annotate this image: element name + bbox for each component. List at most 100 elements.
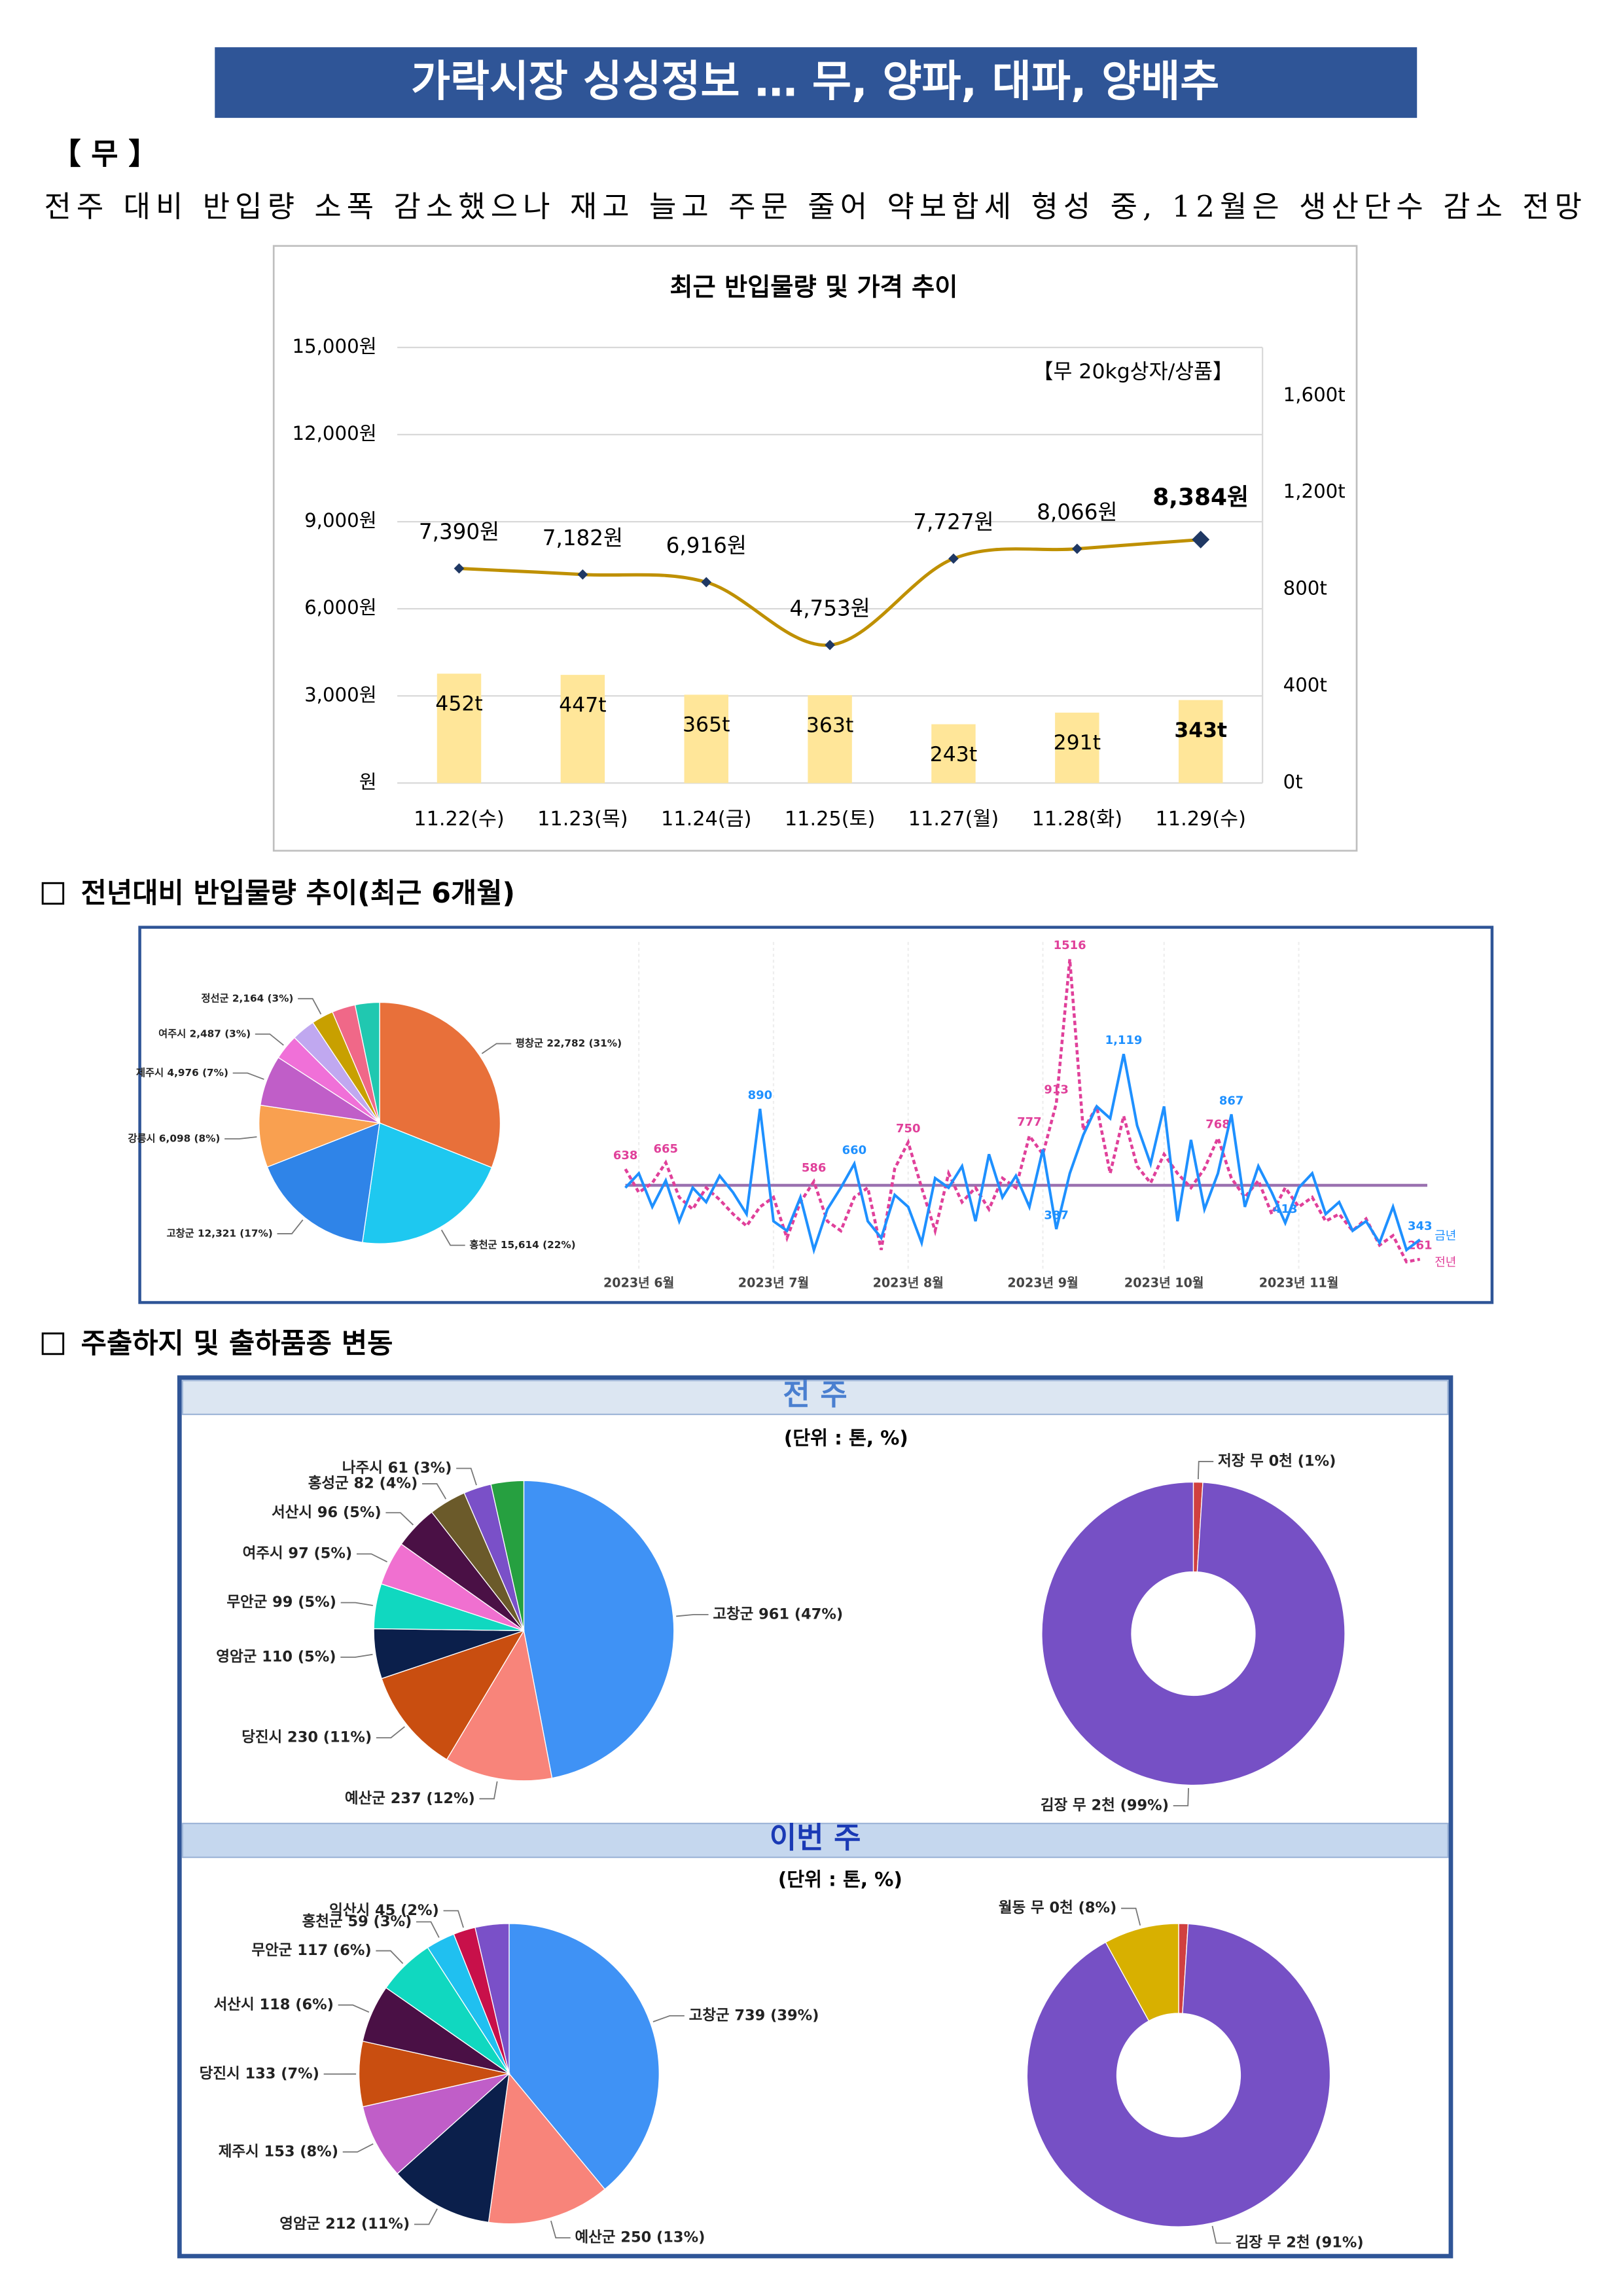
price-marker <box>454 563 465 574</box>
series-line <box>624 1054 1421 1255</box>
point-label: 413 <box>1273 1202 1298 1216</box>
slice-label: 홍천군 59 (3%) <box>302 1913 412 1930</box>
y2-tick-label: 1,600t <box>1283 384 1346 406</box>
bar <box>808 695 852 783</box>
point-label: 913 <box>1044 1083 1069 1096</box>
point-label: 638 <box>613 1149 638 1162</box>
slice-label: 고창군 739 (39%) <box>689 2007 819 2024</box>
leader-line <box>232 1072 264 1080</box>
leader-line <box>277 1219 304 1234</box>
x-tick-label: 2023년 7월 <box>738 1275 809 1290</box>
panel-title: 이번 주 <box>770 1820 861 1855</box>
x-tick-label: 11.24(금) <box>661 808 751 831</box>
leader-line <box>479 1781 498 1800</box>
leader-line <box>676 1613 709 1617</box>
y-tick-label: 원 <box>359 770 377 793</box>
price-marker <box>825 639 835 651</box>
bar-label: 291t <box>1054 731 1101 755</box>
slice-label: 서산시 118 (6%) <box>214 1996 334 2013</box>
y-tick-label: 9,000원 <box>304 509 377 531</box>
unit-label: (단위 : 톤, %) <box>784 1427 908 1449</box>
pie-slice <box>488 2072 606 2225</box>
point-label: 660 <box>842 1143 867 1157</box>
slice-label: 여주시 2,487 (3%) <box>158 1028 251 1039</box>
x-tick-label: 2023년 6월 <box>603 1275 674 1290</box>
series-line <box>624 959 1421 1264</box>
leader-line <box>385 1512 414 1526</box>
leader-line <box>550 2220 571 2239</box>
pie-slice <box>523 1480 675 1779</box>
chart-title: 최근 반입물량 및 가격 추이 <box>669 273 957 302</box>
panel-header <box>181 1380 1449 1416</box>
pie-slice <box>354 1001 380 1123</box>
point-label: 261 <box>1408 1239 1433 1253</box>
leader-line <box>652 2015 685 2022</box>
leader-line <box>422 1483 447 1499</box>
legend-label: 전년 <box>1435 1255 1456 1269</box>
slice-label: 고창군 961 (47%) <box>713 1605 843 1623</box>
pie-slice <box>259 1104 382 1168</box>
pie-slice <box>358 2040 510 2108</box>
x-tick-label: 2023년 10월 <box>1124 1275 1204 1290</box>
point-label: 768 <box>1205 1117 1230 1131</box>
price-label: 7,727원 <box>913 510 993 535</box>
x-tick-label: 11.28(화) <box>1032 808 1122 831</box>
unit-label: (단위 : 톤, %) <box>778 1869 902 1891</box>
bar-label: 343t <box>1174 719 1227 742</box>
leader-line <box>1197 1461 1214 1480</box>
point-label: 1,119 <box>1105 1033 1143 1047</box>
pie-slice <box>379 1001 501 1168</box>
y2-tick-label: 0t <box>1283 770 1303 793</box>
slice-label: 김장 무 2천 (99%) <box>1041 1797 1169 1814</box>
x-tick-label: 2023년 9월 <box>1007 1275 1078 1290</box>
slice-label: 강릉시 6,098 (8%) <box>128 1133 220 1145</box>
price-label: 4,753원 <box>789 596 870 621</box>
slice-label: 김장 무 2천 (91%) <box>1236 2234 1364 2251</box>
x-tick-label: 11.27(월) <box>908 808 999 831</box>
leader-line <box>342 2143 374 2153</box>
point-label: 1516 <box>1054 939 1086 952</box>
y-tick-label: 15,000원 <box>292 335 376 357</box>
slice-label: 영암군 110 (5%) <box>216 1648 336 1665</box>
heading: 전년대비 반입물량 추이(최근 6개월) <box>81 877 515 910</box>
bar-label: 243t <box>930 743 977 766</box>
chart-annotation: 【무 20kg상자/상품】 <box>1033 360 1234 384</box>
slice-label: 당진시 133 (7%) <box>200 2065 319 2082</box>
slice-label: 나주시 61 (3%) <box>342 1460 452 1477</box>
slice-label: 예산군 250 (13%) <box>575 2229 705 2246</box>
leader-line <box>443 1910 464 1928</box>
slice-label: 홍천군 15,614 (22%) <box>469 1239 575 1251</box>
x-tick-label: 11.22(수) <box>414 808 504 831</box>
x-tick-label: 2023년 11월 <box>1259 1275 1339 1290</box>
slice-label: 무안군 99 (5%) <box>226 1594 336 1611</box>
pie-slice <box>474 1923 510 2074</box>
donut-slice <box>1105 1923 1179 2022</box>
price-label: 8,384원 <box>1152 484 1249 511</box>
leader-line <box>414 2208 438 2225</box>
pie-slice <box>446 1629 553 1782</box>
y-tick-label: 12,000원 <box>292 422 376 444</box>
bar-label: 447t <box>559 693 606 717</box>
bar <box>931 724 976 783</box>
leader-line <box>1121 1907 1141 1926</box>
title-banner <box>215 47 1418 118</box>
slice-label: 월동 무 0천 (8%) <box>999 1899 1116 1916</box>
y-tick-label: 6,000원 <box>304 596 377 619</box>
section-title: 【 무 】 <box>52 137 158 171</box>
point-label: 665 <box>654 1142 679 1156</box>
donut-slice <box>1026 1923 1331 2227</box>
slice-label: 여주시 97 (5%) <box>243 1545 353 1562</box>
bar <box>1055 712 1099 783</box>
slice-label: 익산시 45 (2%) <box>329 1902 439 1919</box>
leader-line <box>376 1726 405 1739</box>
point-label: 750 <box>896 1122 921 1136</box>
donut-slice <box>1041 1481 1346 1786</box>
leader-line <box>224 1136 257 1139</box>
x-tick-label: 11.29(수) <box>1155 808 1245 831</box>
price-label: 7,182원 <box>543 526 623 550</box>
leader-line <box>1211 2225 1231 2244</box>
point-label: 777 <box>1017 1115 1042 1129</box>
leader-line <box>338 2004 370 2013</box>
bar <box>1178 700 1223 783</box>
